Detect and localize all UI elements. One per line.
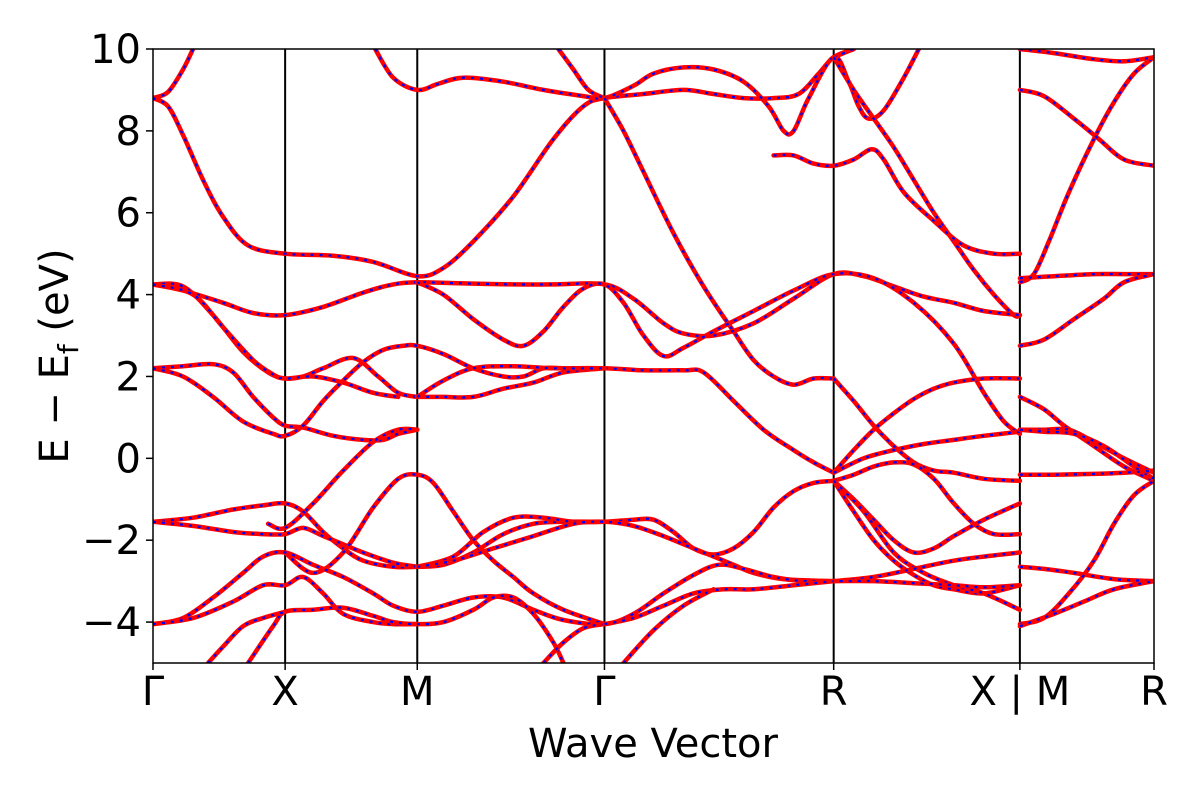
band-overlay-12 — [416, 272, 1021, 435]
band-overlay-34 — [542, 623, 605, 663]
band-overlay-23 — [417, 479, 834, 568]
y-tick-label: 4 — [116, 273, 141, 319]
band-overlay-31 — [153, 575, 418, 626]
y-axis: 10 8 6 4 2 0 −2 −4 — [82, 27, 153, 646]
band-overlay-26 — [832, 479, 1021, 554]
x-tick-label: M — [400, 669, 435, 715]
y-tick-label: −2 — [82, 518, 141, 564]
band-overlay-22 — [284, 473, 605, 626]
y-tick-label: 10 — [90, 27, 141, 73]
band-overlay-47 — [1019, 479, 1154, 626]
band-overlay-5 — [832, 56, 1021, 318]
y-axis-title-main: E − E — [32, 354, 78, 464]
band-25 — [831, 459, 1023, 538]
x-tick-label: X — [271, 669, 298, 715]
band-overlay-16 — [416, 365, 605, 398]
band-overlay-3 — [557, 49, 605, 100]
band-overlay-24 — [417, 520, 834, 583]
y-tick-label: 8 — [116, 109, 141, 155]
x-axis: Γ X M Γ R X | M R — [142, 663, 1168, 715]
high-symmetry-lines — [284, 49, 1021, 663]
band-30 — [153, 549, 1023, 627]
band-overlay-36 — [622, 588, 715, 663]
band-39 — [1017, 87, 1154, 168]
band-overlay-20 — [153, 502, 605, 569]
band-overlay-46 — [1019, 565, 1154, 583]
band-overlay-32 — [247, 594, 565, 663]
x-tick-label: R — [820, 669, 848, 715]
x-tick-label: Γ — [593, 669, 616, 715]
band-overlay-14 — [153, 343, 835, 474]
band-overlay-9 — [153, 271, 1021, 338]
band-overlay-11 — [153, 283, 399, 398]
plot-background — [153, 49, 1154, 663]
y-tick-label: −4 — [82, 600, 141, 646]
band-overlay-18 — [833, 430, 1021, 474]
band-13 — [153, 361, 420, 443]
x-tick-label: R — [1140, 669, 1168, 715]
x-tick-label: Γ — [142, 669, 165, 715]
band-overlay-40 — [1019, 49, 1154, 63]
band-overlay-29 — [833, 551, 1021, 583]
y-axis-title: E − Ef (eV) — [32, 248, 85, 463]
band-overlay-37 — [1019, 56, 1154, 284]
band-overlay-17 — [832, 377, 1020, 474]
band-lines — [153, 49, 1154, 663]
plot-frame — [152, 48, 1155, 664]
band-overlay-41 — [1019, 273, 1154, 347]
band-overlay-27 — [832, 480, 1021, 595]
band-overlay-42 — [1019, 395, 1154, 482]
band-overlay-19 — [267, 427, 418, 530]
band-15 — [415, 366, 607, 400]
band-28 — [831, 478, 1023, 613]
y-tick-label: 0 — [116, 436, 141, 482]
band-overlay-21 — [153, 520, 418, 568]
band-48 — [1017, 578, 1154, 629]
band-1 — [153, 49, 856, 279]
band-overlay-45 — [1019, 469, 1154, 476]
band-33 — [205, 609, 288, 663]
y-axis-title-subscript: f — [52, 343, 85, 354]
band-overlay-0 — [153, 49, 194, 100]
y-tick-label: 6 — [116, 191, 141, 237]
x-axis-title: Wave Vector — [528, 721, 779, 767]
y-tick-label: 2 — [116, 354, 141, 400]
y-axis-title-unit: (eV) — [32, 248, 78, 344]
band-overlay-2 — [374, 49, 920, 136]
x-tick-label: X | M — [969, 669, 1070, 715]
band-overlay-6 — [773, 148, 1020, 256]
band-44 — [1017, 427, 1154, 482]
band-overlay-38 — [1019, 272, 1154, 280]
